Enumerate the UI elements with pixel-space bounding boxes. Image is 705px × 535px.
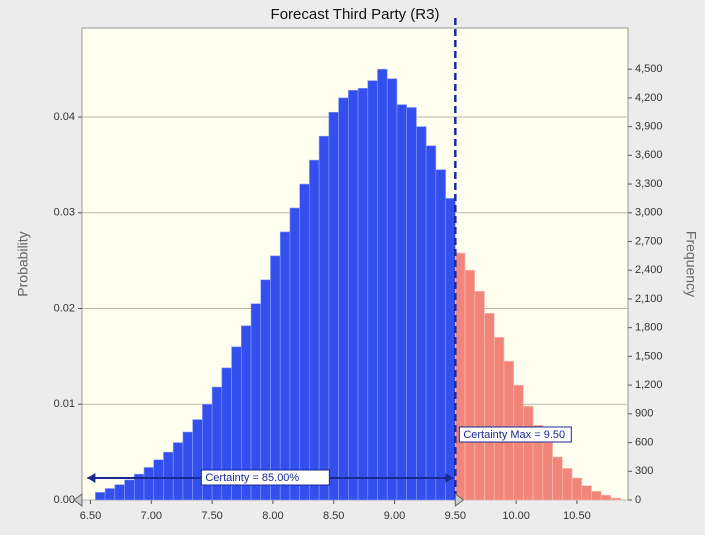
x-tick-label: 9.50 — [445, 510, 466, 522]
x-tick-label: 8.00 — [262, 510, 283, 522]
bar — [484, 313, 495, 501]
bar — [406, 107, 417, 501]
x-tick-label: 10.00 — [502, 510, 530, 522]
y2-tick-label: 1,800 — [635, 322, 663, 334]
bar — [523, 405, 534, 501]
x-tick-label: 7.50 — [201, 510, 222, 522]
y2-tick-label: 3,600 — [635, 149, 663, 161]
x-tick-label: 8.50 — [323, 510, 344, 522]
bar — [425, 145, 437, 501]
y-tick-label: 0.04 — [54, 111, 75, 123]
bar — [386, 78, 398, 501]
bar — [571, 477, 583, 501]
y2-tick-label: 4,500 — [635, 63, 663, 75]
bar — [299, 183, 310, 501]
bar — [396, 104, 407, 501]
y2-tick-label: 3,000 — [635, 207, 663, 219]
certainty-max-label: Certainty Max = 9.50 — [463, 429, 565, 441]
bar — [357, 88, 369, 501]
bar — [328, 111, 339, 501]
bar — [95, 492, 106, 501]
min-grabber — [73, 493, 83, 507]
bar — [153, 459, 164, 501]
bar — [377, 68, 388, 501]
bar — [289, 207, 300, 501]
bar — [367, 80, 378, 501]
bar — [260, 279, 271, 501]
bar — [182, 431, 193, 501]
max-grabber — [454, 493, 465, 507]
y2-tick-label: 2,700 — [635, 235, 663, 247]
x-tick-label: 9.00 — [384, 510, 405, 522]
bar — [163, 451, 174, 501]
bar — [445, 198, 456, 501]
certainty-label: Certainty = 85.00% — [205, 472, 299, 484]
y2-tick-label: 1,500 — [635, 350, 663, 362]
x-tick-label: 7.00 — [141, 510, 162, 522]
bar — [600, 494, 612, 501]
bar — [104, 488, 116, 501]
certainty-max-box — [458, 426, 572, 443]
bar — [192, 419, 203, 501]
bar — [114, 484, 125, 501]
bar — [552, 456, 563, 501]
bar — [581, 485, 592, 501]
bar — [124, 479, 135, 501]
y2-tick-label: 2,400 — [635, 264, 663, 276]
y2-tick-label: 4,200 — [635, 92, 663, 104]
y-tick-label: 0.03 — [54, 207, 75, 219]
bar — [464, 269, 476, 501]
bar — [493, 336, 505, 501]
y-tick-label: 0.01 — [54, 398, 75, 410]
bar — [435, 169, 446, 501]
bar — [562, 468, 573, 501]
bar — [338, 97, 349, 501]
y2-tick-label: 900 — [635, 408, 653, 420]
bar — [513, 384, 524, 501]
y-tick-label: 0.00 — [54, 494, 75, 506]
chart-title: Forecast Third Party (R3) — [271, 6, 440, 23]
bar — [416, 126, 427, 501]
x-tick-label: 10.50 — [563, 510, 591, 522]
bar — [318, 135, 330, 501]
x-tick-label: 6.50 — [80, 510, 101, 522]
y2-tick-label: 2,100 — [635, 293, 663, 305]
y2-tick-label: 3,300 — [635, 178, 663, 190]
bar — [474, 290, 485, 501]
bar — [172, 442, 184, 501]
y2-axis-title: Frequency — [683, 231, 699, 297]
y2-tick-label: 600 — [635, 436, 653, 448]
bar — [591, 491, 602, 501]
bar — [348, 89, 359, 501]
arrow-head-right — [445, 473, 454, 483]
y2-tick-label: 300 — [635, 465, 653, 477]
y-tick-label: 0.02 — [54, 302, 75, 314]
bar — [202, 403, 213, 501]
y2-tick-label: 1,200 — [635, 379, 663, 391]
bar — [143, 467, 155, 501]
y2-tick-label: 0 — [635, 494, 641, 506]
arrow-head-left — [87, 473, 96, 483]
y-axis-title: Probability — [15, 231, 31, 296]
certainty-box — [200, 469, 330, 486]
bar — [279, 231, 291, 501]
bar — [610, 497, 622, 501]
y2-tick-label: 3,900 — [635, 121, 663, 133]
bar — [309, 159, 320, 501]
bar — [270, 255, 281, 501]
bar — [542, 442, 553, 501]
bar — [455, 252, 466, 501]
